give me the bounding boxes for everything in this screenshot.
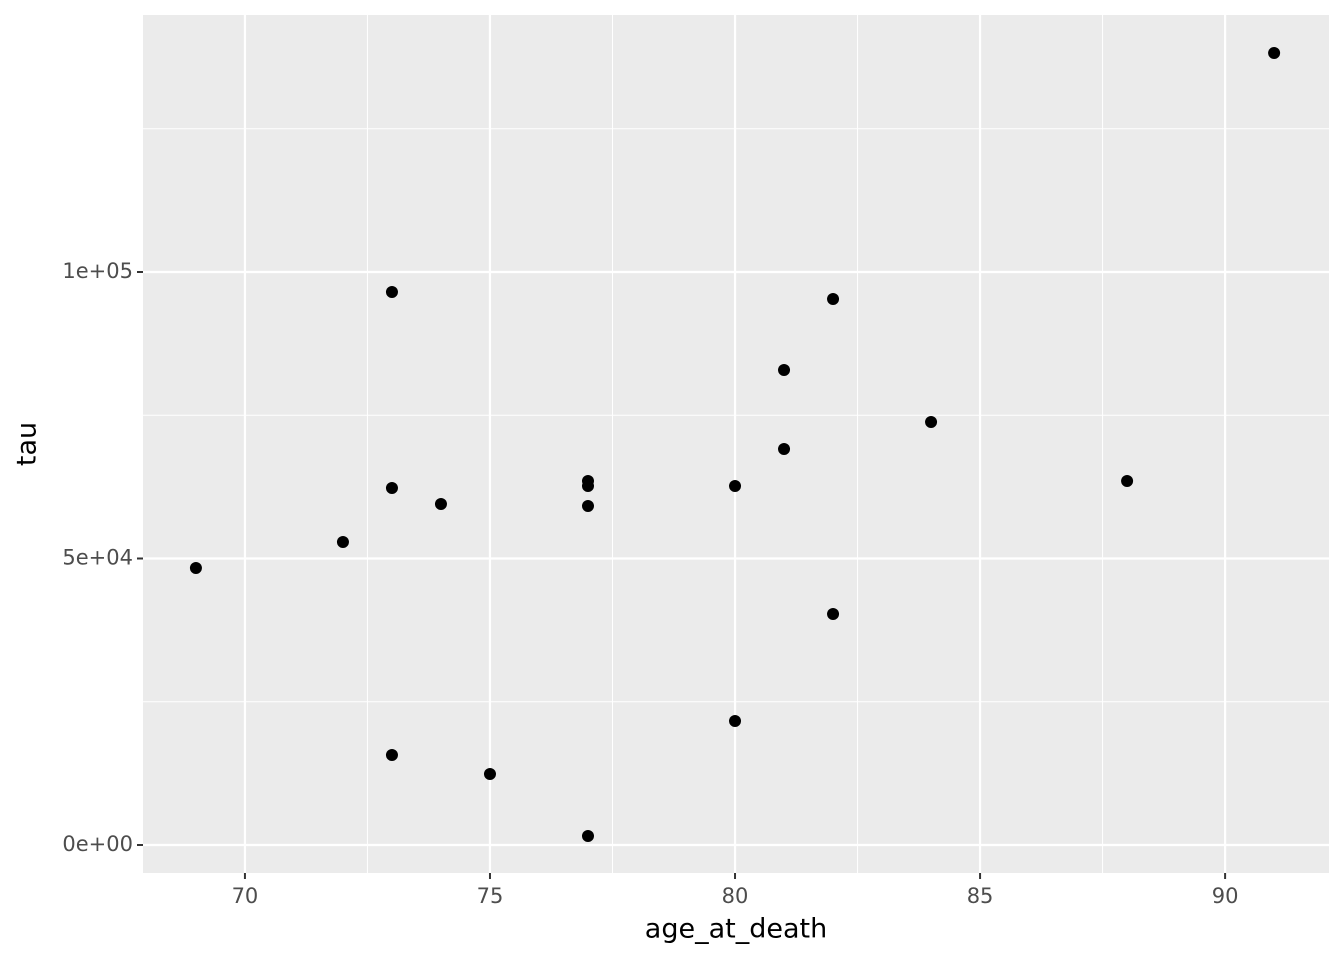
point bbox=[581, 499, 594, 512]
x-tick-label: 90 bbox=[1212, 884, 1239, 908]
y-tick-label: 5e+04 bbox=[62, 545, 133, 569]
point bbox=[483, 767, 496, 780]
x-tick-label: 80 bbox=[722, 884, 749, 908]
point bbox=[189, 561, 202, 574]
point bbox=[729, 715, 742, 728]
point bbox=[778, 442, 791, 455]
x-tick-label: 70 bbox=[232, 884, 259, 908]
x-axis-title: age_at_death bbox=[645, 914, 827, 945]
y-axis-title: tau bbox=[12, 422, 43, 466]
point bbox=[581, 479, 594, 492]
point bbox=[925, 415, 938, 428]
x-tick-label: 75 bbox=[477, 884, 504, 908]
point bbox=[729, 479, 742, 492]
point bbox=[385, 285, 398, 298]
point bbox=[385, 748, 398, 761]
y-tick-label: 0e+00 bbox=[62, 832, 133, 856]
point bbox=[827, 292, 840, 305]
point bbox=[434, 497, 447, 510]
point bbox=[336, 535, 349, 548]
point bbox=[581, 829, 594, 842]
point bbox=[827, 607, 840, 620]
point bbox=[1121, 474, 1134, 487]
point bbox=[385, 481, 398, 494]
y-tick-label: 1e+05 bbox=[62, 259, 133, 283]
x-tick-label: 85 bbox=[967, 884, 994, 908]
point bbox=[1268, 46, 1281, 59]
point bbox=[778, 363, 791, 376]
